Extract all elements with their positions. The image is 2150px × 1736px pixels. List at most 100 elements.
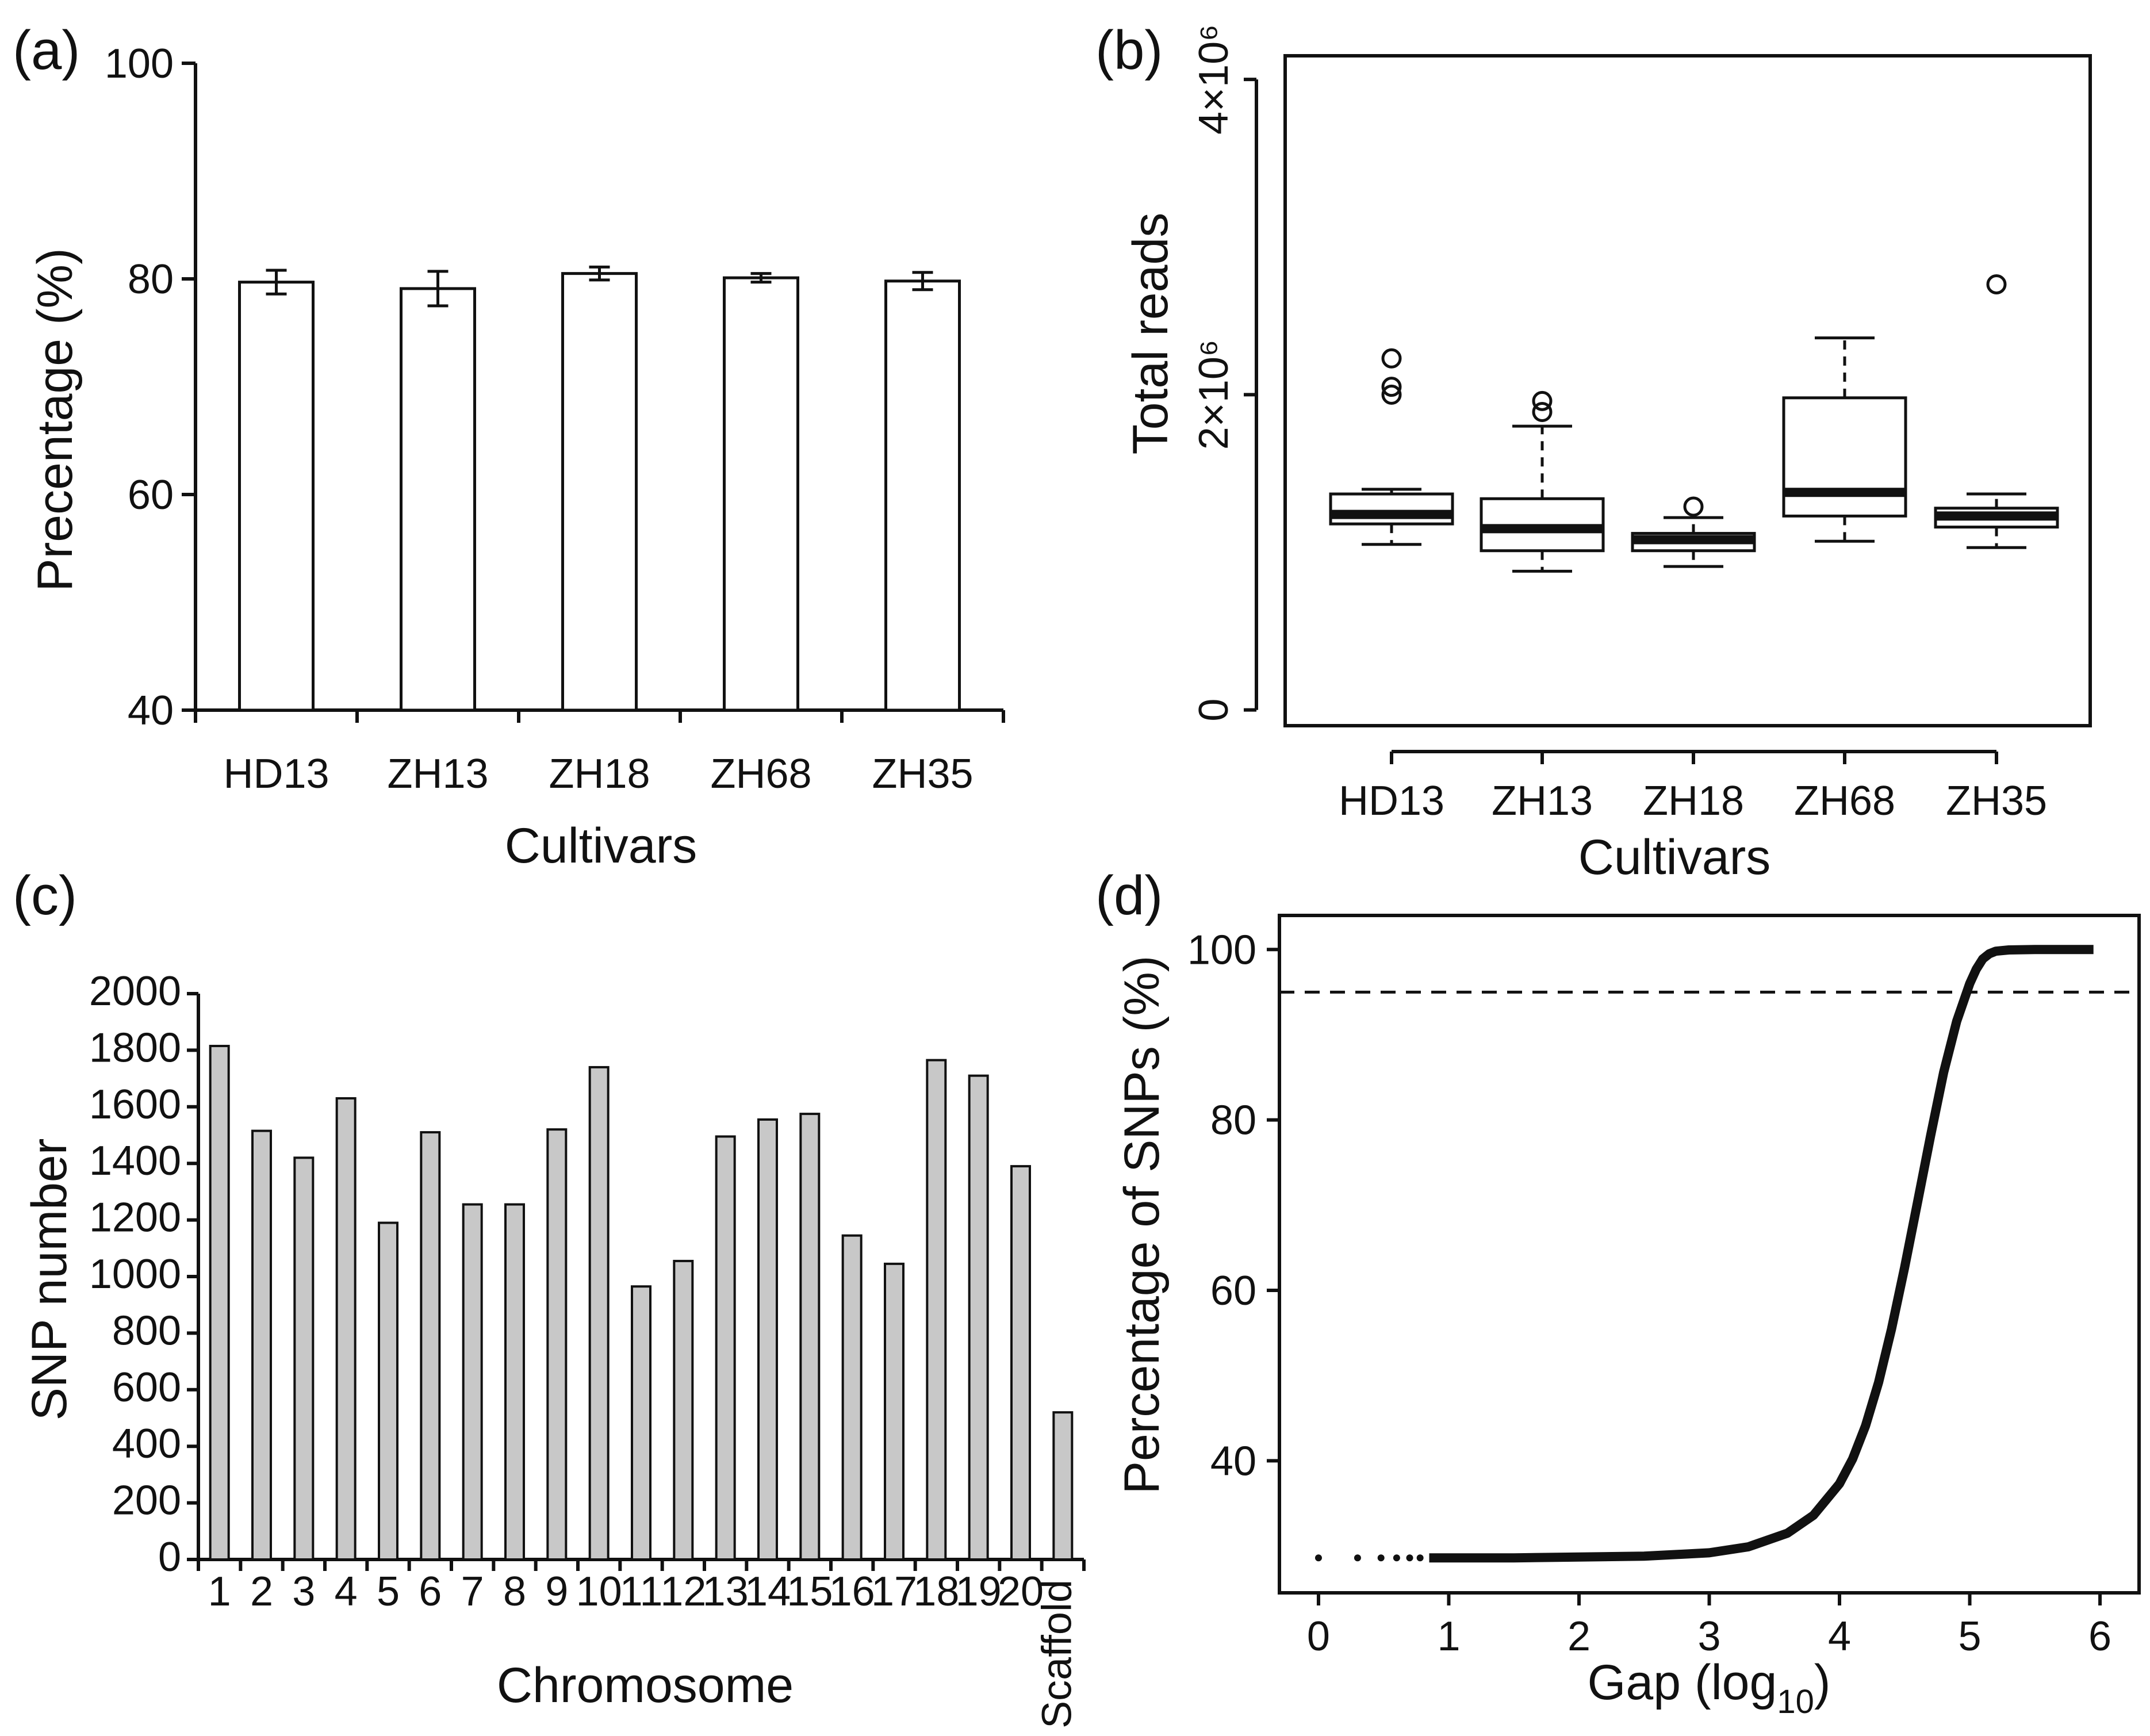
panel-a-y-tick-label: 80	[128, 256, 174, 302]
panel-d-y-tick-label: 60	[1210, 1268, 1256, 1314]
panel-b-label: (b)	[1095, 20, 1163, 81]
panel-b-x-axis-label: Cultivars	[1578, 830, 1771, 885]
panel-d-x-tick-label: 4	[1828, 1614, 1851, 1660]
panel-c-y-tick-label: 800	[112, 1308, 181, 1354]
panel-b-plot-frame	[1283, 54, 2092, 727]
panel-d-x-tick-label: 6	[2088, 1614, 2111, 1660]
panel-c-x-tick-label: 12	[660, 1569, 706, 1615]
panel-c-bar	[673, 1259, 694, 1561]
panel-b-y-tick-label: 0	[1191, 699, 1237, 722]
panel-b-box	[1782, 396, 1907, 518]
panel-b-y-ticks: 0 2×10⁶ 4×10⁶	[1191, 24, 1258, 722]
panel-c-y-tick-label: 2000	[89, 968, 181, 1014]
panel-a-y-tick-label: 40	[128, 688, 174, 734]
panel-b-boxes	[1329, 274, 2059, 573]
panel-d-y-tick-label: 80	[1210, 1098, 1256, 1144]
panel-b-x-tick-label: ZH68	[1794, 778, 1895, 824]
panel-c-bar	[715, 1135, 736, 1561]
panel-d-x-tick-label: 5	[1959, 1614, 1982, 1660]
panel-c-y-axis-label: SNP number	[22, 1139, 77, 1421]
panel-d-y-tick-label: 40	[1210, 1438, 1256, 1484]
panel-b-x-tick-label: ZH13	[1492, 778, 1593, 824]
panel-c-bar	[462, 1203, 483, 1561]
panel-d-x-tick-label: 1	[1437, 1614, 1460, 1660]
panel-d-start-point	[1314, 1554, 1322, 1562]
panel-c-bar	[251, 1129, 272, 1561]
panel-d-y-axis-label: Percentage of SNPs (%)	[1114, 956, 1170, 1494]
panel-c-x-tick-label: 1	[208, 1569, 231, 1615]
panel-d-start-point	[1377, 1554, 1385, 1562]
panel-c-x-tick-label: 17	[871, 1569, 917, 1615]
panel-c-y-tick-label: 400	[112, 1421, 181, 1467]
panel-a-x-tick-label: ZH35	[872, 751, 973, 797]
panel-d-x-axis-label: Gap (log10)	[1587, 1655, 1830, 1720]
panel-c-bar	[631, 1285, 651, 1561]
panel-c-bar-chart: (c) 020040060080010001200140016001800200…	[13, 865, 1086, 1729]
panel-c-y-tick-label: 1400	[89, 1138, 181, 1184]
panel-b-x-ticks: HD13 ZH13 ZH18 ZH68 ZH35	[1339, 750, 2047, 824]
panel-b-outlier	[1381, 384, 1402, 405]
panel-a-bars	[238, 265, 961, 712]
panel-c-bar	[209, 1045, 230, 1561]
panel-d-start-point	[1354, 1554, 1361, 1562]
panel-d-y-ticks: 40 60 80 100	[1187, 927, 1279, 1484]
panel-a-label: (a)	[13, 20, 80, 81]
panel-c-x-tick-label: Scaffold	[1034, 1580, 1080, 1729]
panel-b-x-tick-label: ZH35	[1946, 778, 2047, 824]
panel-a-x-tick-label: HD13	[223, 751, 329, 797]
panel-d-x-ticks: 0 1 2 3 4 5 6	[1307, 1593, 2111, 1660]
panel-b-y-axis-label: Total reads	[1123, 213, 1178, 455]
panel-c-y-tick-label: 0	[158, 1534, 181, 1580]
panel-c-bar	[293, 1156, 315, 1561]
panel-d-y-tick-label: 100	[1187, 927, 1256, 973]
panel-c-y-tick-label: 600	[112, 1365, 181, 1411]
panel-c-y-tick-label: 1800	[89, 1025, 181, 1071]
panel-c-x-axis-label: Chromosome	[497, 1658, 794, 1713]
panel-b-outlier	[1381, 377, 1402, 397]
panel-c-x-tick-label: 19	[956, 1569, 1002, 1615]
panel-c-bar	[504, 1203, 525, 1561]
panel-d-plot-area	[1279, 945, 2139, 1563]
panel-b-outlier	[1683, 496, 1704, 517]
panel-a-y-tick-label: 100	[105, 41, 174, 87]
panel-b-box	[1329, 492, 1454, 526]
panel-c-x-tick-label: 3	[292, 1569, 315, 1615]
panel-a-bar	[723, 276, 799, 712]
panel-c-bar	[757, 1118, 778, 1561]
panel-c-bar	[335, 1097, 357, 1561]
panel-c-x-tick-label: 14	[745, 1569, 791, 1615]
panel-d-start-point	[1406, 1554, 1413, 1562]
panel-c-bar	[1052, 1411, 1074, 1561]
panel-c-y-tick-label: 1200	[89, 1195, 181, 1241]
panel-a-bar-chart: (a) 40 60 80 100 HD13 ZH13 ZH18 ZH68 ZH35 Culti…	[13, 20, 1005, 873]
panel-c-x-tick-label: 7	[461, 1569, 484, 1615]
panel-c-x-tick-label: 18	[913, 1569, 959, 1615]
panel-b-outlier	[1986, 274, 2007, 294]
panel-a-bar	[238, 281, 315, 712]
panel-c-bar	[420, 1131, 441, 1561]
panel-d-x-tick-label: 3	[1697, 1614, 1720, 1660]
panel-c-bar	[968, 1074, 989, 1561]
panel-a-y-axis-label: Precentage (%)	[28, 248, 83, 592]
panel-c-bars	[209, 1045, 1074, 1561]
panel-c-bar	[588, 1066, 610, 1561]
panel-c-x-tick-label: 10	[576, 1569, 622, 1615]
panel-a-y-ticks: 40 60 80 100	[105, 41, 196, 734]
panel-c-x-tick-label: 13	[703, 1569, 749, 1615]
panel-a-x-axis-label: Cultivars	[505, 818, 697, 873]
panel-b-y-tick-label: 2×10⁶	[1191, 339, 1237, 450]
panel-d-x-axis-label-subscript: 10	[1777, 1683, 1814, 1720]
panel-c-x-tick-label: 11	[620, 1569, 663, 1615]
panel-c-y-tick-label: 200	[112, 1478, 181, 1524]
panel-c-x-tick-label: 15	[787, 1569, 833, 1615]
panel-c-bar	[378, 1221, 398, 1561]
panel-b-outlier	[1381, 348, 1402, 369]
panel-d-start-point	[1416, 1554, 1424, 1562]
panel-d-start-point	[1393, 1554, 1400, 1562]
panel-a-bar	[400, 287, 476, 712]
panel-a-bar	[561, 272, 638, 712]
panel-c-y-tick-label: 1600	[89, 1082, 181, 1128]
panel-d-x-axis-label-end: )	[1814, 1655, 1831, 1710]
